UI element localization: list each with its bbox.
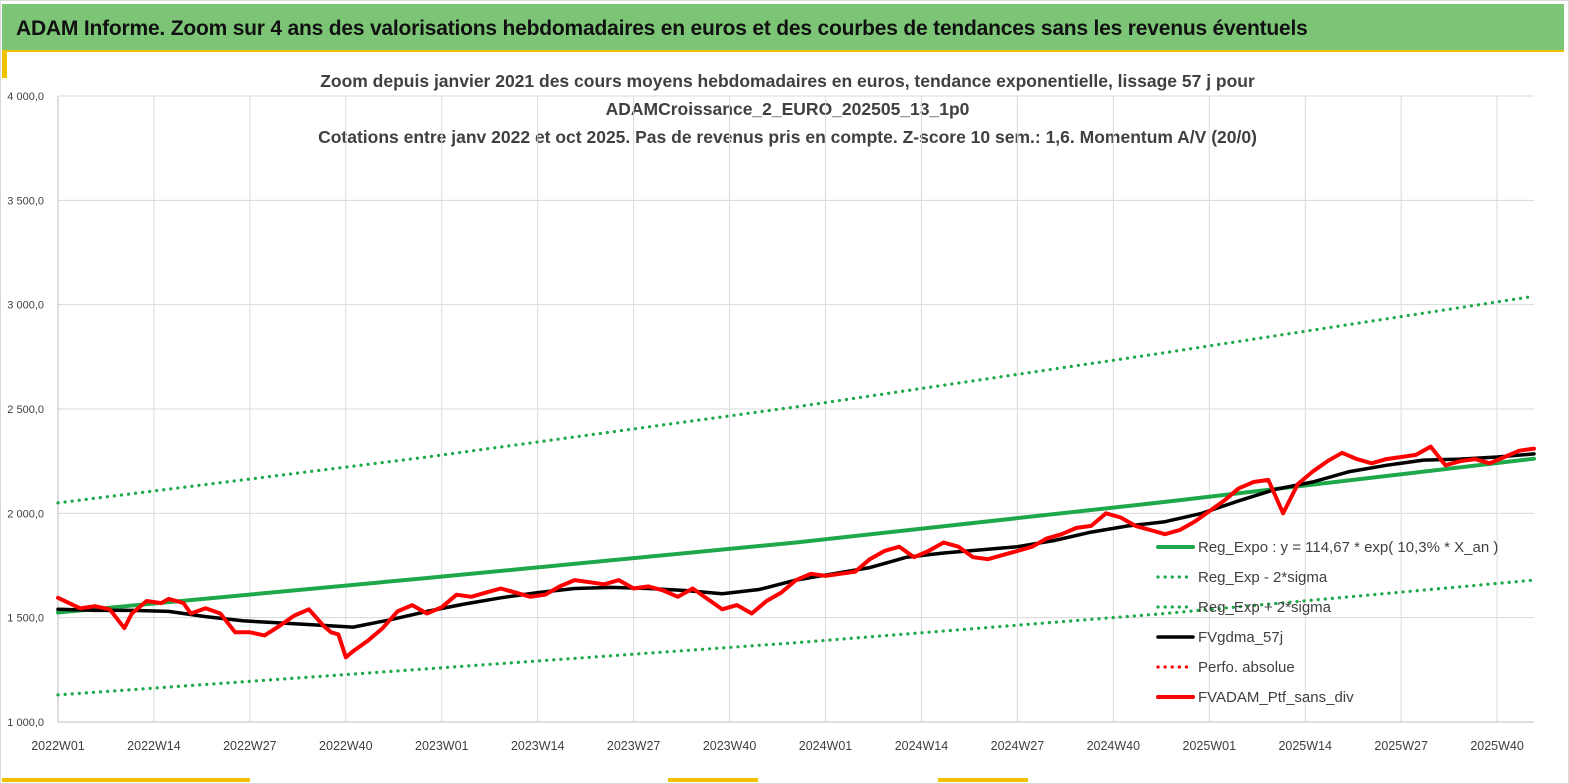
x-tick-label: 2023W40	[703, 739, 757, 753]
series-line-5	[56, 444, 1536, 660]
accent-bar-bottom-right	[938, 778, 1028, 782]
legend-label: Reg_Exp - 2*sigma	[1198, 569, 1328, 586]
y-tick-label: 1 000,0	[7, 717, 44, 729]
header-banner: ADAM Informe. Zoom sur 4 ans des valoris…	[2, 4, 1564, 52]
legend-label: Reg_Expo : y = 114,67 * exp( 10,3% * X_a…	[1198, 539, 1498, 556]
y-tick-label: 2 000,0	[7, 508, 44, 520]
y-tick-label: 3 500,0	[7, 195, 44, 207]
x-tick-label: 2024W27	[991, 739, 1045, 753]
x-tick-label: 2023W01	[415, 739, 469, 753]
x-tick-label: 2023W14	[511, 739, 565, 753]
accent-bar-bottom-left	[2, 778, 250, 782]
y-axis-ticks: 1 000,0 1 500,0 2 000,0 2 500,0 3 000,0 3 500…	[7, 91, 44, 729]
legend-label: FVgdma_57j	[1198, 629, 1283, 646]
x-tick-label: 2022W14	[127, 739, 181, 753]
x-tick-label: 2025W01	[1183, 739, 1237, 753]
chart-title-line-3: Cotations entre janv 2022 et oct 2025. P…	[318, 127, 1257, 147]
grid-lines	[57, 95, 1534, 723]
y-tick-label: 3 000,0	[7, 300, 44, 312]
legend-label: Reg_Exp + 2*sigma	[1198, 599, 1332, 616]
banner-title: ADAM Informe. Zoom sur 4 ans des valoris…	[16, 17, 1308, 40]
series-line-1	[56, 578, 1536, 697]
accent-bar-bottom-mid	[668, 778, 758, 782]
x-tick-label: 2022W01	[31, 739, 85, 753]
x-tick-label: 2022W27	[223, 739, 277, 753]
chart-title-line-1: Zoom depuis janvier 2021 des cours moyen…	[320, 71, 1255, 91]
y-tick-label: 4 000,0	[7, 91, 44, 103]
chart-title-line-2: ADAMCroissance_2_EURO_202505_13_1p0	[605, 99, 970, 119]
x-tick-label: 2025W40	[1470, 739, 1524, 753]
legend-label: Perfo. absolue	[1198, 659, 1295, 676]
y-tick-label: 2 500,0	[7, 404, 44, 416]
x-tick-label: 2024W40	[1087, 739, 1141, 753]
x-tick-label: 2022W40	[319, 739, 373, 753]
x-axis-ticks: 2022W01 2022W14 2022W27 2022W40 2023W01 2023W…	[31, 739, 1524, 753]
accent-bar-left	[2, 52, 7, 78]
x-tick-label: 2023W27	[607, 739, 661, 753]
legend: Reg_Expo : y = 114,67 * exp( 10,3% * X_a…	[1156, 539, 1498, 706]
y-tick-label: 1 500,0	[7, 613, 44, 625]
x-tick-label: 2025W14	[1278, 739, 1332, 753]
series-group	[56, 294, 1536, 697]
series-line-2	[56, 294, 1536, 505]
x-tick-label: 2025W27	[1374, 739, 1428, 753]
x-tick-label: 2024W01	[799, 739, 853, 753]
legend-label: FVADAM_Ptf_sans_div	[1198, 689, 1354, 706]
x-tick-label: 2024W14	[895, 739, 949, 753]
